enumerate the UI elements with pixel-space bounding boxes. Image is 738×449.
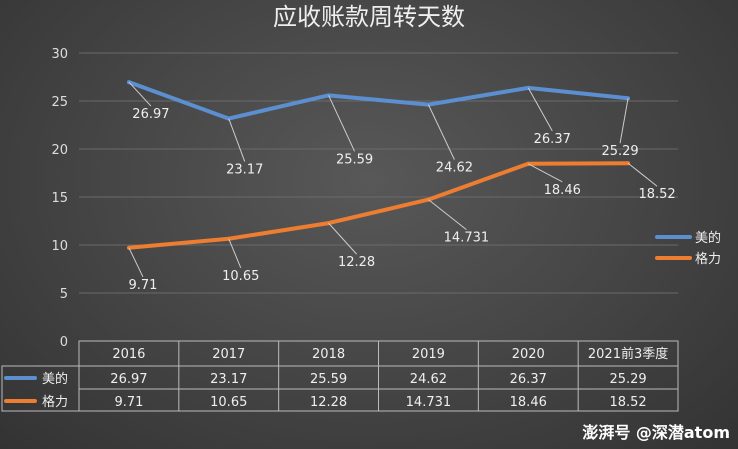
table-cell: 26.37 (510, 372, 547, 387)
leader-line (427, 104, 455, 160)
y-tick-label: 25 (51, 95, 68, 110)
data-label: 14.731 (444, 231, 490, 246)
y-tick-label: 0 (60, 335, 68, 350)
table-cell: 10.65 (210, 395, 247, 410)
leader-line (228, 238, 242, 268)
leader-line (428, 199, 467, 230)
table-cell: 26.97 (110, 372, 147, 387)
data-label: 18.46 (544, 183, 581, 198)
data-label: 26.37 (534, 132, 571, 147)
y-tick-label: 5 (60, 287, 68, 302)
leader-line (228, 118, 246, 162)
table-cell: 14.731 (406, 395, 452, 410)
table-cell: 25.59 (310, 372, 347, 387)
legend-label: 格力 (695, 251, 721, 267)
series-line-美的 (128, 80, 629, 121)
table-header-cell: 2021前3季度 (588, 346, 668, 362)
table-cell: 12.28 (310, 395, 347, 410)
legend-label: 美的 (695, 230, 721, 246)
data-label: 12.28 (338, 255, 375, 270)
table-cell: 18.46 (510, 395, 547, 410)
table-cell: 24.62 (410, 372, 447, 387)
table-cell: 18.52 (609, 395, 646, 410)
data-label: 9.71 (128, 278, 157, 293)
data-label: 23.17 (226, 163, 263, 178)
table-header-cell: 2018 (312, 347, 345, 362)
table-series-label: 格力 (42, 394, 68, 410)
leader-line (627, 162, 658, 187)
leader-line (328, 95, 356, 152)
data-label: 25.29 (601, 144, 638, 159)
leader-line (619, 98, 629, 144)
leader-line (528, 163, 563, 183)
leader-line (328, 222, 357, 255)
table-header-cell: 2020 (512, 347, 545, 362)
data-label: 18.52 (638, 187, 675, 202)
series-line-格力 (128, 161, 629, 250)
data-label: 25.59 (336, 152, 373, 167)
table-cell: 23.17 (210, 372, 247, 387)
y-tick-label: 20 (51, 143, 68, 158)
table-header-cell: 2016 (112, 347, 145, 362)
table-header-cell: 2019 (412, 347, 445, 362)
leader-line (527, 87, 553, 132)
data-label: 10.65 (222, 269, 259, 284)
y-tick-label: 15 (51, 191, 68, 206)
table-header-cell: 2017 (212, 347, 245, 362)
y-tick-label: 10 (51, 239, 68, 254)
leader-line (128, 247, 144, 278)
table-cell: 9.71 (114, 395, 143, 410)
watermark: 澎湃号 @深潜atom (582, 423, 730, 442)
data-label: 24.62 (436, 161, 473, 176)
table-series-label: 美的 (42, 371, 68, 387)
chart-title: 应收账款周转天数 (273, 3, 465, 31)
table-cell: 25.29 (609, 372, 646, 387)
y-tick-label: 30 (51, 47, 68, 62)
leader-line (128, 81, 152, 107)
data-label: 26.97 (132, 107, 169, 122)
